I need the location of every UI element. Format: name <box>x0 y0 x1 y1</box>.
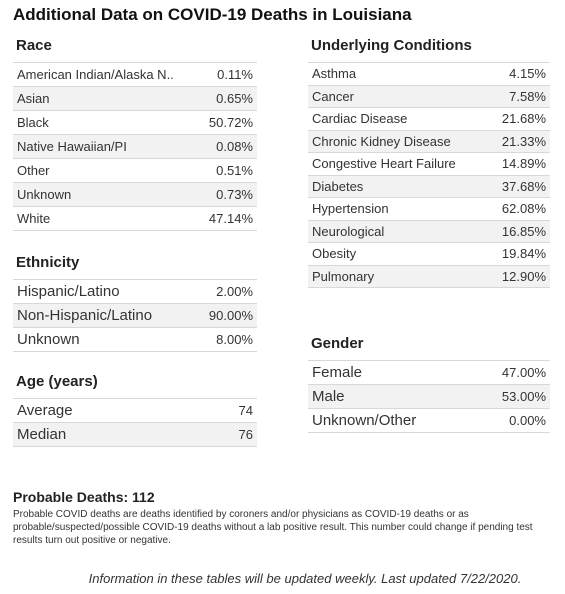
row-label: American Indian/Alaska N.. <box>17 67 174 82</box>
table-bottom-border <box>13 230 257 231</box>
row-label: Male <box>312 388 345 405</box>
table-row: Black 50.72% <box>13 110 257 134</box>
row-value: 0.00% <box>509 413 546 428</box>
table-row: Chronic Kidney Disease 21.33% <box>308 129 550 152</box>
row-value: 37.68% <box>501 178 546 194</box>
row-value: 12.90% <box>501 268 546 284</box>
table-row: Cardiac Disease 21.68% <box>308 107 550 130</box>
row-value: 53.00% <box>501 389 546 404</box>
row-label: White <box>17 211 51 226</box>
section-header: Gender <box>311 335 364 352</box>
row-label: Asthma <box>312 66 357 82</box>
row-label: Asian <box>17 91 50 106</box>
table-row: Asthma 4.15% <box>308 62 550 85</box>
table-row: White 47.14% <box>13 206 257 230</box>
row-label: Non-Hispanic/Latino <box>17 307 153 324</box>
row-label: Cardiac Disease <box>312 111 408 127</box>
row-label: Neurological <box>312 223 385 239</box>
row-value: 2.00% <box>216 284 253 299</box>
row-value: 0.51% <box>216 163 253 178</box>
table-row: Female 47.00% <box>308 360 550 384</box>
row-value: 21.68% <box>501 111 546 127</box>
row-value: 47.00% <box>501 365 546 380</box>
row-label: Unknown <box>17 331 80 348</box>
row-value: 19.84% <box>501 246 546 262</box>
row-value: 74 <box>238 403 253 418</box>
table-row: American Indian/Alaska N.. 0.11% <box>13 62 257 86</box>
table-row: Hypertension 62.08% <box>308 197 550 220</box>
table-row: Obesity 19.84% <box>308 242 550 265</box>
table-bottom-border <box>13 446 257 447</box>
table-row: Neurological 16.85% <box>308 219 550 242</box>
table-row: Male 53.00% <box>308 384 550 408</box>
row-label: Obesity <box>312 246 357 262</box>
row-label: Chronic Kidney Disease <box>312 133 451 149</box>
row-label: Other <box>17 163 50 178</box>
section-header: Ethnicity <box>16 254 80 271</box>
table-bottom-border <box>308 432 550 433</box>
footer-note: Information in these tables will be upda… <box>88 571 522 586</box>
row-value: 7.58% <box>509 88 546 104</box>
section-header: Age (years) <box>16 373 98 390</box>
row-label: Unknown/Other <box>312 412 417 429</box>
row-value: 4.15% <box>509 66 546 82</box>
table-row: Congestive Heart Failure 14.89% <box>308 152 550 175</box>
row-value: 0.08% <box>216 139 253 154</box>
page-title: Additional Data on COVID-19 Deaths in Lo… <box>13 5 412 24</box>
table-row: Cancer 7.58% <box>308 84 550 107</box>
table-row: Non-Hispanic/Latino 90.00% <box>13 303 257 327</box>
row-value: 0.11% <box>217 67 253 82</box>
row-value: 50.72% <box>208 115 253 130</box>
row-value: 0.65% <box>216 91 253 106</box>
row-label: Cancer <box>312 88 354 104</box>
row-label: Hispanic/Latino <box>17 283 120 300</box>
row-label: Unknown <box>17 187 72 202</box>
row-label: Female <box>312 364 363 381</box>
row-value: 8.00% <box>216 332 253 347</box>
row-label: Pulmonary <box>312 268 375 284</box>
table-row: Unknown 8.00% <box>13 327 257 351</box>
table-row: Average 74 <box>13 398 257 422</box>
row-value: 14.89% <box>501 156 546 172</box>
row-value: 90.00% <box>208 308 253 323</box>
row-value: 76 <box>238 427 253 442</box>
table-row: Asian 0.65% <box>13 86 257 110</box>
row-label: Median <box>17 426 67 443</box>
row-value: 16.85% <box>501 223 546 239</box>
row-value: 62.08% <box>501 201 546 217</box>
table-row: Unknown/Other 0.00% <box>308 408 550 432</box>
row-label: Congestive Heart Failure <box>312 156 456 172</box>
table-row: Hispanic/Latino 2.00% <box>13 279 257 303</box>
table-bottom-border <box>308 287 550 288</box>
row-label: Hypertension <box>312 201 389 217</box>
probable-note: Probable COVID deaths are deaths identif… <box>13 509 533 546</box>
row-value: 0.73% <box>216 187 253 202</box>
table-row: Pulmonary 12.90% <box>308 264 550 287</box>
table-row: Median 76 <box>13 422 257 446</box>
table-bottom-border <box>13 351 257 352</box>
row-label: Average <box>17 402 73 419</box>
section-header: Race <box>16 37 52 54</box>
row-value: 21.33% <box>501 133 546 149</box>
table-row: Other 0.51% <box>13 158 257 182</box>
table-row: Diabetes 37.68% <box>308 174 550 197</box>
table-row: Unknown 0.73% <box>13 182 257 206</box>
row-value: 47.14% <box>208 211 253 226</box>
row-label: Diabetes <box>312 178 364 194</box>
section-header: Underlying Conditions <box>311 37 472 54</box>
row-label: Black <box>17 115 49 130</box>
table-row: Native Hawaiian/PI 0.08% <box>13 134 257 158</box>
row-label: Native Hawaiian/PI <box>17 139 127 154</box>
probable-deaths: Probable Deaths: 112 <box>13 489 155 505</box>
